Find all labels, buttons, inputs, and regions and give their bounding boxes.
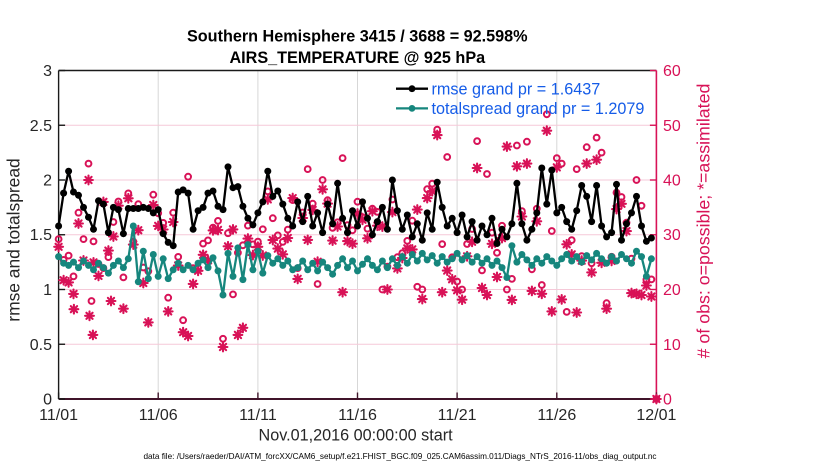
svg-text:11/06: 11/06	[139, 407, 178, 424]
svg-text:Nov.01,2016 00:00:00 start: Nov.01,2016 00:00:00 start	[259, 427, 454, 445]
svg-text:Southern Hemisphere 3415 / 368: Southern Hemisphere 3415 / 3688 = 92.598…	[187, 28, 528, 46]
svg-text:totalspread grand pr = 1.2079: totalspread grand pr = 1.2079	[432, 100, 645, 118]
svg-text:0: 0	[43, 392, 52, 409]
svg-text:# of obs: o=possible; *=assimi: # of obs: o=possible; *=assimilated	[694, 84, 714, 359]
svg-text:11/21: 11/21	[438, 407, 477, 424]
svg-text:AIRS_TEMPERATURE @ 925 hPa: AIRS_TEMPERATURE @ 925 hPa	[229, 49, 486, 67]
svg-text:0.5: 0.5	[30, 337, 52, 354]
svg-text:11/26: 11/26	[537, 407, 576, 424]
svg-text:rmse grand pr = 1.6437: rmse grand pr = 1.6437	[432, 80, 601, 98]
svg-text:3: 3	[43, 63, 52, 80]
svg-text:60: 60	[663, 63, 681, 80]
svg-text:12/01: 12/01	[636, 407, 676, 424]
svg-text:2.5: 2.5	[30, 118, 52, 135]
svg-text:0: 0	[663, 392, 672, 409]
svg-text:2: 2	[43, 173, 52, 190]
svg-text:11/16: 11/16	[338, 407, 377, 424]
svg-text:1: 1	[43, 282, 52, 299]
svg-text:10: 10	[663, 337, 681, 354]
svg-text:rmse and totalspread: rmse and totalspread	[4, 158, 24, 321]
svg-text:40: 40	[663, 173, 681, 190]
svg-text:50: 50	[663, 118, 681, 135]
svg-text:data file: /Users/raeder/DAI/A: data file: /Users/raeder/DAI/ATM_forcXX/…	[143, 452, 656, 461]
svg-text:1.5: 1.5	[30, 227, 52, 244]
svg-text:20: 20	[663, 282, 681, 299]
svg-text:30: 30	[663, 227, 681, 244]
svg-text:11/01: 11/01	[39, 407, 78, 424]
svg-text:11/11: 11/11	[239, 407, 277, 424]
